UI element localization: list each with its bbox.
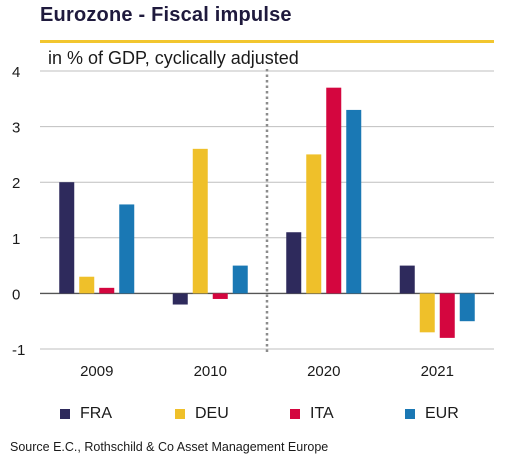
bar-eur-2020 <box>346 109 362 294</box>
bar-ita-2021 <box>439 293 455 338</box>
source-note: Source E.C., Rothschild & Co Asset Manag… <box>10 440 329 454</box>
bar-deu-2021 <box>419 293 435 333</box>
bar-ita-2009 <box>99 287 115 294</box>
bar-fra-2020 <box>286 232 302 294</box>
y-tick-label: 1 <box>12 231 20 248</box>
y-tick-label: 0 <box>12 286 20 303</box>
x-tick-label: 2010 <box>194 363 227 380</box>
bar-eur-2009 <box>119 204 135 294</box>
bar-fra-2010 <box>172 293 188 305</box>
legend-swatch-eur <box>405 409 415 419</box>
bar-eur-2010 <box>232 265 248 294</box>
bar-ita-2020 <box>326 87 342 294</box>
legend-item-deu: DEU <box>175 405 290 423</box>
chart-title: Eurozone - Fiscal impulse <box>40 4 292 26</box>
bar-chart: 4 3 2 1 0 -1 2009 2010 2020 2021 <box>12 64 494 380</box>
x-tick-label: 2009 <box>80 363 113 380</box>
legend-label-ita: ITA <box>310 405 334 422</box>
bar-eur-2021 <box>459 293 475 322</box>
legend-label-eur: EUR <box>425 405 459 422</box>
y-tick-label: -1 <box>12 342 25 359</box>
legend-label-fra: FRA <box>80 405 112 422</box>
legend-swatch-fra <box>60 409 70 419</box>
bar-fra-2009 <box>59 182 75 294</box>
legend-swatch-deu <box>175 409 185 419</box>
y-tick-label: 4 <box>12 64 20 81</box>
bar-deu-2010 <box>192 148 208 294</box>
legend-item-fra: FRA <box>60 405 175 423</box>
bar-deu-2009 <box>79 276 95 294</box>
bar-fra-2021 <box>399 265 415 294</box>
x-tick-label: 2021 <box>421 363 454 380</box>
y-tick-label: 3 <box>12 120 20 137</box>
chart-subtitle: in % of GDP, cyclically adjusted <box>48 48 299 68</box>
legend-label-deu: DEU <box>195 405 229 422</box>
x-tick-label: 2020 <box>307 363 340 380</box>
y-tick-label: 2 <box>12 175 20 192</box>
bar-deu-2020 <box>306 154 322 294</box>
legend-swatch-ita <box>290 409 300 419</box>
title-rule <box>40 40 494 43</box>
legend-item-ita: ITA <box>290 405 405 423</box>
legend-item-eur: EUR <box>405 405 519 423</box>
bar-ita-2010 <box>212 293 228 299</box>
legend: FRA DEU ITA EUR <box>60 405 519 423</box>
